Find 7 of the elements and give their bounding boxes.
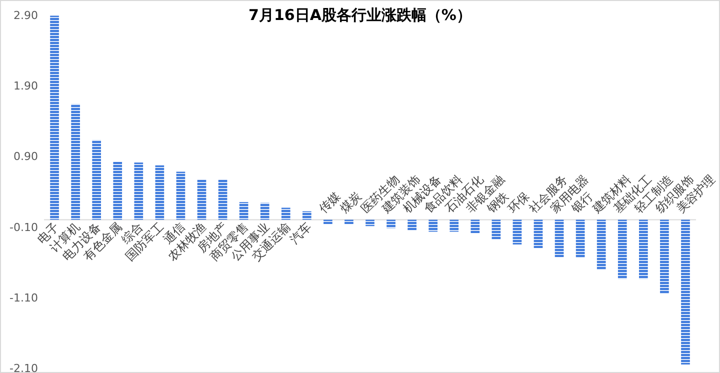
y-tick-label: 2.90 (14, 9, 38, 22)
y-tick-label: -1.10 (10, 291, 38, 304)
y-tick-label: -2.10 (10, 362, 38, 373)
y-tick-label: 1.90 (14, 80, 38, 93)
y-tick-label: -0.10 (10, 220, 38, 234)
chart-title: 7月16日A股各行业涨跌幅（%） (248, 6, 472, 24)
y-tick-label: 0.90 (14, 150, 38, 164)
